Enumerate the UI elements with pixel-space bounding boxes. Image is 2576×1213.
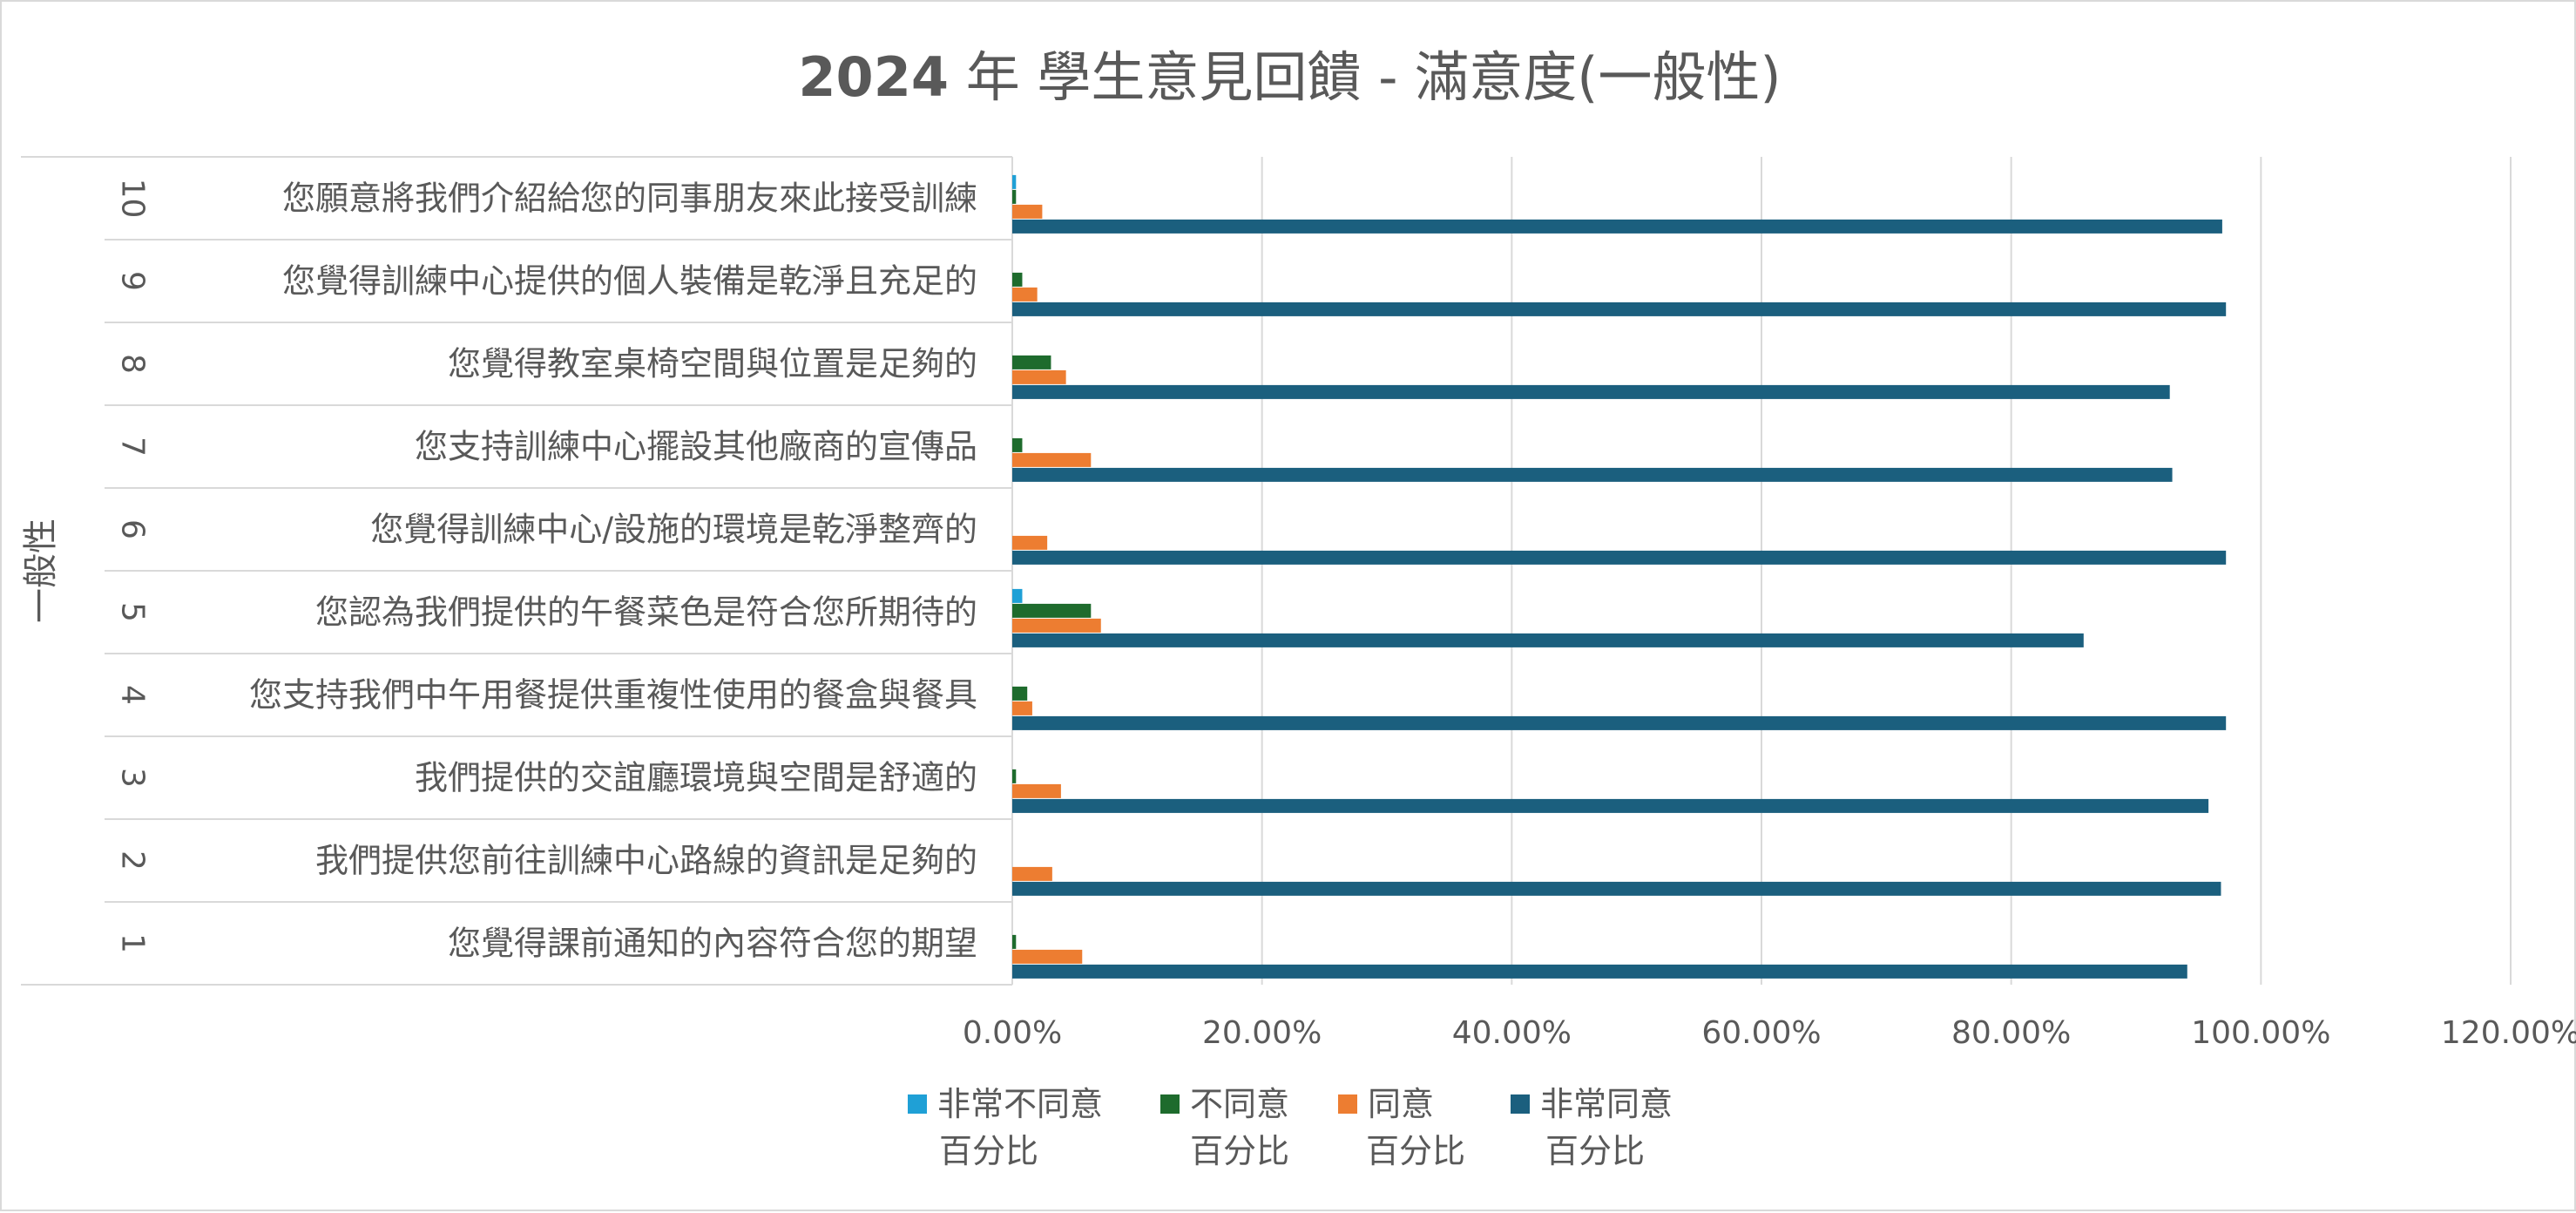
x-tick-label: 100.00% [2191,1015,2330,1051]
bar-3 [1012,535,1048,550]
category-number: 5 [115,602,151,622]
category-label: 您覺得課前通知的內容符合您的期望 [448,925,977,963]
category-label: 您願意將我們介紹給您的同事朋友來此接受訓練 [282,180,977,218]
category-number: 9 [115,271,151,291]
category-number: 6 [115,519,151,539]
bar-3 [1012,618,1101,633]
category-label: 您覺得訓練中心提供的個人裝備是乾淨且充足的 [282,262,977,301]
category-label: 我們提供的交誼廳環境與空間是舒適的 [415,759,977,797]
legend-label-sub: 百分比 [1366,1132,1466,1170]
x-tick-label: 80.00% [1951,1015,2071,1051]
legend-swatch [1511,1094,1530,1114]
bar-2 [1012,934,1017,949]
bar-2 [1012,686,1028,701]
bar-4 [1012,384,2170,399]
category-label: 您支持訓練中心擺設其他廠商的宣傳品 [415,428,977,466]
category-label: 您覺得訓練中心/設施的環境是乾淨整齊的 [370,511,977,549]
bar-3 [1012,452,1092,467]
chart-title: 2024 年 學生意見回饋 - 滿意度(一般性) [2,33,2576,112]
bar-2 [1012,603,1092,618]
bar-4 [1012,219,2222,234]
bar-3 [1012,701,1032,715]
bar-4 [1012,881,2221,896]
category-number: 10 [115,179,151,219]
bar-2 [1012,437,1023,452]
legend: 非常不同意 百分比 不同意 百分比 同意 百分比 非常同意 百分比 [908,1081,1709,1185]
bar-2 [1012,355,1051,369]
chart-title-year: 2024 [798,45,949,109]
category-label: 您覺得教室桌椅空間與位置是足夠的 [448,345,977,383]
bar-3 [1012,866,1052,881]
chart-title-text: 年 學生意見回饋 - 滿意度(一般性) [965,45,1782,109]
bar-4 [1012,798,2209,813]
x-tick-label: 60.00% [1701,1015,1821,1051]
group-label: 一般性 [21,518,61,623]
bar-4 [1012,633,2084,647]
legend-swatch [1338,1094,1357,1114]
legend-label: 非常同意 [1540,1085,1673,1123]
bar-4 [1012,302,2227,316]
legend-label-sub: 百分比 [1190,1132,1290,1170]
legend-swatch [1160,1094,1180,1114]
category-number: 3 [115,768,151,788]
legend-label-sub: 百分比 [1545,1132,1646,1170]
legend-label: 非常不同意 [937,1085,1104,1123]
bar-1 [1012,174,1017,189]
x-tick-label: 120.00% [2441,1015,2576,1051]
bar-4 [1012,550,2227,565]
category-label: 您支持我們中午用餐提供重複性使用的餐盒與餐具 [249,676,977,715]
x-tick-label: 0.00% [963,1015,1062,1051]
bar-3 [1012,204,1043,219]
bar-2 [1012,769,1017,783]
legend-label: 同意 [1368,1085,1435,1123]
legend-label: 不同意 [1190,1085,1290,1123]
bar-2 [1012,189,1017,204]
bar-4 [1012,467,2173,482]
category-number: 8 [115,354,151,374]
category-label: 您認為我們提供的午餐菜色是符合您所期待的 [315,593,977,632]
bar-4 [1012,715,2227,730]
bar-2 [1012,272,1023,287]
bar-3 [1012,369,1066,384]
category-number: 1 [115,933,151,953]
category-label: 我們提供您前往訓練中心路線的資訊是足夠的 [315,842,977,880]
category-number: 7 [115,437,151,457]
legend-swatch [908,1094,927,1114]
x-tick-label: 20.00% [1202,1015,1322,1051]
bar-1 [1012,588,1023,603]
bar-3 [1012,949,1083,964]
bar-3 [1012,783,1061,798]
category-number: 4 [115,685,151,705]
bar-3 [1012,287,1038,302]
bar-4 [1012,964,2187,979]
legend-label-sub: 百分比 [939,1132,1039,1170]
x-tick-label: 40.00% [1452,1015,1572,1051]
category-number: 2 [115,850,151,871]
